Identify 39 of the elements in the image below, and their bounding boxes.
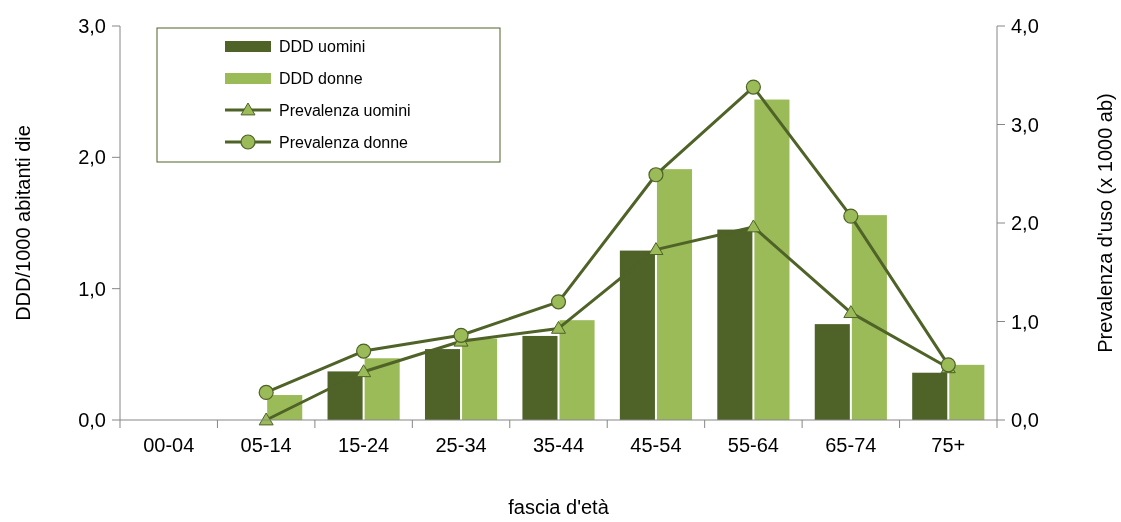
y2-axis-title: Prevalenza d'uso (x 1000 ab) <box>1094 93 1116 353</box>
y2-tick-label: 0,0 <box>1011 409 1039 431</box>
x-tick-label: 25-34 <box>435 434 487 456</box>
y2-tick-label: 2,0 <box>1011 212 1039 234</box>
point <box>356 343 372 359</box>
x-tick-label: 05-14 <box>240 434 292 456</box>
y-tick-label: 2,0 <box>78 146 106 169</box>
x-tick-label: 15-24 <box>338 434 390 456</box>
point <box>356 364 372 378</box>
point <box>648 242 664 255</box>
point <box>550 294 567 310</box>
x-axis-title: fascia d'età <box>508 496 610 518</box>
point <box>551 320 566 334</box>
point <box>843 305 859 319</box>
bar <box>814 324 850 420</box>
legend-label: Prevalenza uomini <box>279 101 411 119</box>
y2-tick-label: 1,0 <box>1011 310 1039 333</box>
x-tick-label: 35-44 <box>532 434 585 456</box>
point <box>648 167 664 183</box>
y2-tick-label: 3,0 <box>1011 113 1039 136</box>
y-axis-title: DDD/1000 abitanti die <box>12 125 34 321</box>
y2-tick-label: 4,0 <box>1011 15 1039 37</box>
point <box>745 79 761 95</box>
legend-label: DDD donne <box>279 69 363 87</box>
x-tick-label: 65-74 <box>825 434 877 456</box>
point <box>258 384 274 401</box>
x-tick-label: 55-64 <box>727 434 779 456</box>
y-tick-label: 0,0 <box>78 409 106 431</box>
legend-label: Prevalenza donne <box>279 133 409 151</box>
point <box>745 219 761 233</box>
point <box>258 412 274 426</box>
point <box>453 327 469 343</box>
point <box>843 208 859 224</box>
y-tick-label: 1,0 <box>78 277 106 300</box>
legend-label: DDD uomini <box>279 37 366 55</box>
x-tick-label: 45-54 <box>630 434 682 456</box>
x-tick-label: 00-04 <box>143 434 195 456</box>
y-tick-label: 3,0 <box>78 15 106 37</box>
x-tick-label: 75+ <box>931 434 966 456</box>
